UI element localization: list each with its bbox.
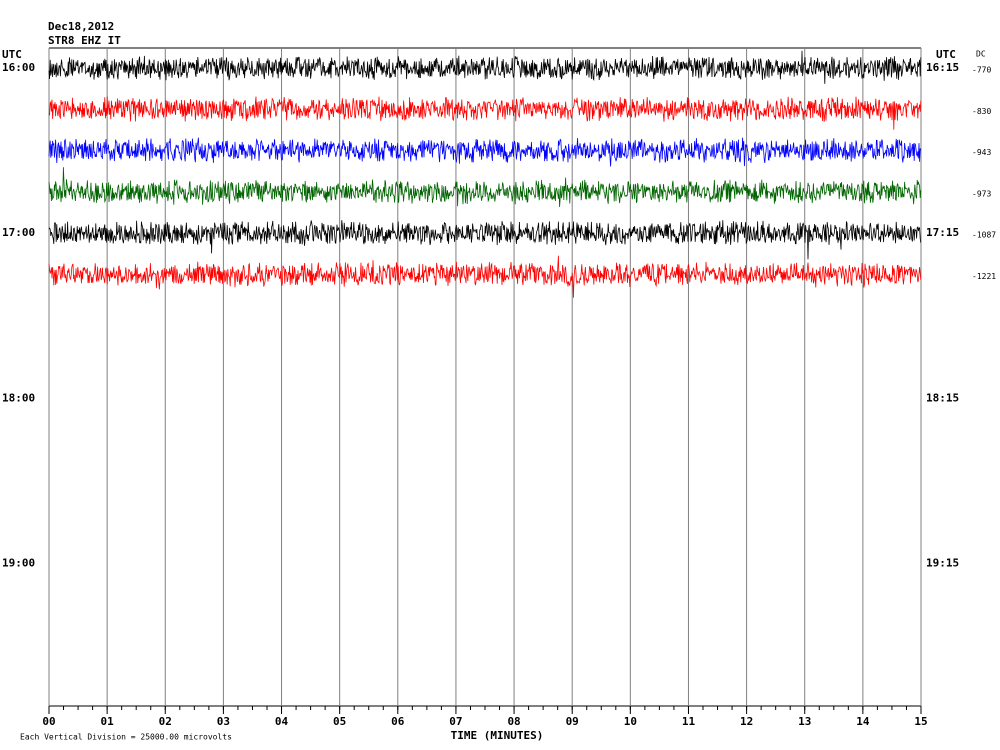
x-tick-label: 15 bbox=[914, 715, 927, 728]
x-tick-label: 14 bbox=[856, 715, 870, 728]
title: Dec18,2012 bbox=[48, 20, 114, 33]
left-time-label: 17:00 bbox=[2, 226, 35, 239]
x-tick-label: 05 bbox=[333, 715, 346, 728]
dc-offset: -973 bbox=[972, 189, 991, 198]
x-tick-label: 13 bbox=[798, 715, 811, 728]
right-time-label: 19:15 bbox=[926, 557, 959, 570]
dc-offset: -830 bbox=[972, 107, 991, 116]
x-tick-label: 10 bbox=[624, 715, 637, 728]
dc-offset: -943 bbox=[972, 148, 991, 157]
x-tick-label: 01 bbox=[101, 715, 115, 728]
dc-header: DC bbox=[976, 50, 986, 59]
x-tick-label: 00 bbox=[42, 715, 55, 728]
subtitle: STR8 EHZ IT bbox=[48, 34, 121, 47]
x-tick-label: 03 bbox=[217, 715, 230, 728]
x-tick-label: 07 bbox=[449, 715, 462, 728]
seismic-trace bbox=[48, 50, 922, 84]
seismic-trace bbox=[48, 220, 922, 260]
right-time-label: 16:15 bbox=[926, 61, 959, 74]
right-time-label: 17:15 bbox=[926, 226, 959, 239]
seismic-trace bbox=[48, 255, 922, 298]
seismic-trace bbox=[48, 167, 922, 208]
x-tick-label: 11 bbox=[682, 715, 696, 728]
x-tick-label: 02 bbox=[159, 715, 172, 728]
left-time-label: 16:00 bbox=[2, 61, 35, 74]
right-timezone: UTC bbox=[936, 48, 956, 61]
left-timezone: UTC bbox=[2, 48, 22, 61]
x-axis-label: TIME (MINUTES) bbox=[451, 729, 544, 742]
seismic-trace bbox=[48, 137, 922, 167]
x-tick-label: 08 bbox=[507, 715, 520, 728]
right-time-label: 18:15 bbox=[926, 391, 959, 404]
left-time-label: 19:00 bbox=[2, 557, 35, 570]
x-tick-label: 04 bbox=[275, 715, 289, 728]
seismic-trace bbox=[48, 96, 922, 130]
x-tick-label: 12 bbox=[740, 715, 753, 728]
scale-note: Each Vertical Division = 25000.00 microv… bbox=[20, 733, 232, 742]
left-time-label: 18:00 bbox=[2, 391, 35, 404]
dc-offset: -770 bbox=[972, 66, 991, 75]
dc-offset: -1221 bbox=[972, 272, 996, 281]
x-tick-label: 09 bbox=[566, 715, 579, 728]
x-tick-label: 06 bbox=[391, 715, 405, 728]
dc-offset: -1087 bbox=[972, 231, 996, 240]
